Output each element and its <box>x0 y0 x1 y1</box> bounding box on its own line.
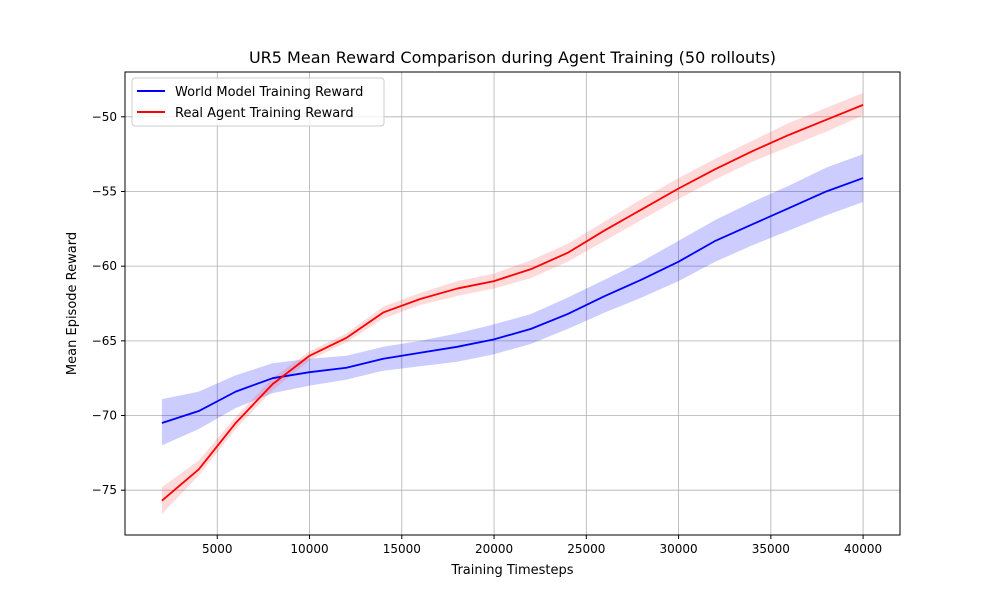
x-tick-label: 25000 <box>567 542 605 556</box>
x-tick-label: 15000 <box>383 542 421 556</box>
x-tick-label: 35000 <box>752 542 790 556</box>
x-tick-label: 30000 <box>659 542 697 556</box>
y-axis-label: Mean Episode Reward <box>65 232 80 375</box>
y-tick-label: −70 <box>92 409 117 423</box>
chart-title: UR5 Mean Reward Comparison during Agent … <box>249 48 776 67</box>
legend-box <box>131 77 385 127</box>
confidence-band-1 <box>161 92 864 515</box>
legend-label-world-model: World Model Training Reward <box>175 85 363 100</box>
series-line-1 <box>161 104 864 502</box>
x-tick-label: 10000 <box>290 542 328 556</box>
ticks: 5000 10000 15000 20000 25000 30000 35000 40000 −… <box>92 110 883 556</box>
confidence-band-0 <box>161 154 864 446</box>
legend-label-real-agent: Real Agent Training Reward <box>175 106 354 121</box>
series-lines <box>161 104 864 502</box>
y-tick-label: −55 <box>92 184 117 198</box>
x-tick-label: 20000 <box>475 542 513 556</box>
y-tick-label: −50 <box>92 110 117 124</box>
y-tick-label: −75 <box>92 483 117 497</box>
grid-layer <box>125 72 900 535</box>
x-tick-label: 40000 <box>844 542 882 556</box>
y-tick-label: −65 <box>92 334 117 348</box>
y-tick-label: −60 <box>92 259 117 273</box>
x-axis-label: Training Timesteps <box>450 563 573 578</box>
legend: World Model Training Reward Real Agent T… <box>131 77 385 127</box>
series-line-0 <box>161 177 864 424</box>
plot-frame <box>124 71 901 536</box>
x-tick-label: 5000 <box>202 542 233 556</box>
confidence-bands <box>161 92 864 515</box>
